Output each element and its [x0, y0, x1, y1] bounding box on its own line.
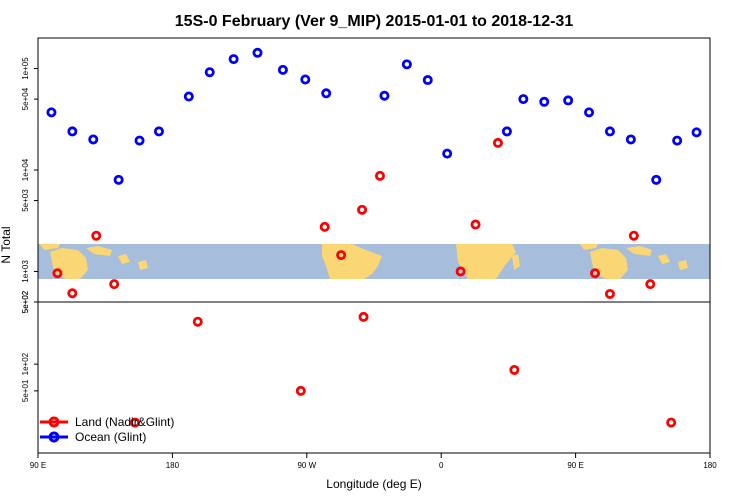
ocean-point-21: [584, 107, 595, 118]
x-tick-label-1: 180: [166, 461, 180, 470]
ocean-point-11: [300, 74, 311, 85]
legend-swatch-land-marker: [48, 416, 60, 428]
land-islands-right: [580, 244, 598, 250]
ocean-point-16: [442, 148, 453, 159]
y-axis-label: N Total: [0, 226, 13, 263]
data-points: [46, 47, 702, 428]
ocean-point-19: [539, 96, 550, 107]
y-tick-label-lower-2: 5e+02: [21, 290, 30, 313]
ocean-point-18: [518, 94, 529, 105]
legend-label-ocean: Ocean (Glint): [75, 430, 146, 444]
land-point-16: [590, 268, 601, 279]
land-point-17: [604, 288, 615, 299]
ocean-point-17: [501, 126, 512, 137]
land-point-20: [666, 417, 677, 428]
y-tick-label-upper-0: 5e+02: [21, 290, 30, 313]
y-tick-label-upper-4: 5e+04: [21, 87, 30, 110]
x-tick-label-0: 90 E: [30, 461, 46, 470]
legend: Land (Nadir&Glint) Ocean (Glint): [40, 415, 174, 444]
land-point-5: [192, 316, 203, 327]
land-islands-left-3: [138, 260, 148, 270]
x-tick-label-4: 90 E: [567, 461, 583, 470]
land-madagascar: [512, 254, 520, 270]
x-tick-label-2: 90 W: [297, 461, 316, 470]
ocean-point-2: [88, 134, 99, 145]
plot-frame: [37, 37, 711, 454]
land-islands-right-2: [658, 254, 670, 264]
land-point-14: [492, 137, 503, 148]
land-point-0: [52, 268, 63, 279]
ocean-point-26: [691, 127, 702, 138]
x-axis: 90 E 180 90 W 0 90 E 180: [30, 453, 717, 470]
ocean-point-23: [625, 134, 636, 145]
ocean-point-14: [401, 59, 412, 70]
land-point-10: [374, 170, 385, 181]
ocean-point-7: [204, 67, 215, 78]
y-tick-label-lower-1: 1e+02: [21, 352, 30, 375]
land-point-9: [357, 204, 368, 215]
ocean-point-15: [422, 75, 433, 86]
legend-label-land: Land (Nadir&Glint): [75, 415, 174, 429]
ocean-point-8: [228, 54, 239, 65]
ocean-point-6: [183, 91, 194, 102]
y-tick-label-upper-5: 1e+05: [21, 57, 30, 80]
land-point-19: [645, 279, 656, 290]
land-point-1: [67, 288, 78, 299]
land-islands-left: [40, 244, 60, 250]
ocean-point-1: [67, 126, 78, 137]
land-point-7: [319, 221, 330, 232]
ocean-point-4: [134, 135, 145, 146]
land-point-15: [509, 364, 520, 375]
land-point-8: [336, 250, 347, 261]
x-axis-label: Longitude (deg E): [326, 477, 421, 491]
ocean-point-3: [113, 174, 124, 185]
ocean-point-5: [153, 126, 164, 137]
y-tick-label-upper-1: 1e+03: [21, 260, 30, 283]
land-africa: [456, 244, 516, 279]
ocean-point-12: [321, 88, 332, 99]
land-point-13: [470, 219, 481, 230]
land-point-12: [455, 266, 466, 277]
ocean-point-24: [651, 174, 662, 185]
land-point-4: [130, 417, 141, 428]
land-point-3: [109, 279, 120, 290]
land-new-guinea-left: [86, 246, 112, 256]
map-strip: [38, 244, 710, 279]
chart-title: 15S-0 February (Ver 9_MIP) 2015-01-01 to…: [175, 13, 574, 30]
land-point-18: [628, 230, 639, 241]
y-tick-label-upper-2: 5e+03: [21, 189, 30, 212]
land-point-11: [358, 311, 369, 322]
x-tick-label-5: 180: [703, 461, 717, 470]
ocean-point-20: [563, 95, 574, 106]
land-islands-right-3: [678, 260, 688, 270]
land-point-6: [295, 385, 306, 396]
ocean-point-13: [379, 90, 390, 101]
ocean-point-10: [277, 64, 288, 75]
land-islands-left-2: [118, 254, 130, 264]
legend-swatch-ocean-marker: [48, 431, 60, 443]
land-point-2: [91, 230, 102, 241]
y-axis: 5e+02 1e+03 5e+03 1e+04 5e+04 1e+05 5e+01 1e+02…: [21, 57, 38, 402]
ocean-point-22: [604, 126, 615, 137]
ocean-point-25: [672, 135, 683, 146]
ocean-point-9: [252, 47, 263, 58]
x-tick-label-3: 0: [439, 461, 444, 470]
y-tick-label-lower-0: 5e+01: [21, 379, 30, 402]
land-new-guinea-right: [626, 246, 652, 256]
ocean-point-0: [46, 107, 57, 118]
y-tick-label-upper-3: 1e+04: [21, 158, 30, 181]
